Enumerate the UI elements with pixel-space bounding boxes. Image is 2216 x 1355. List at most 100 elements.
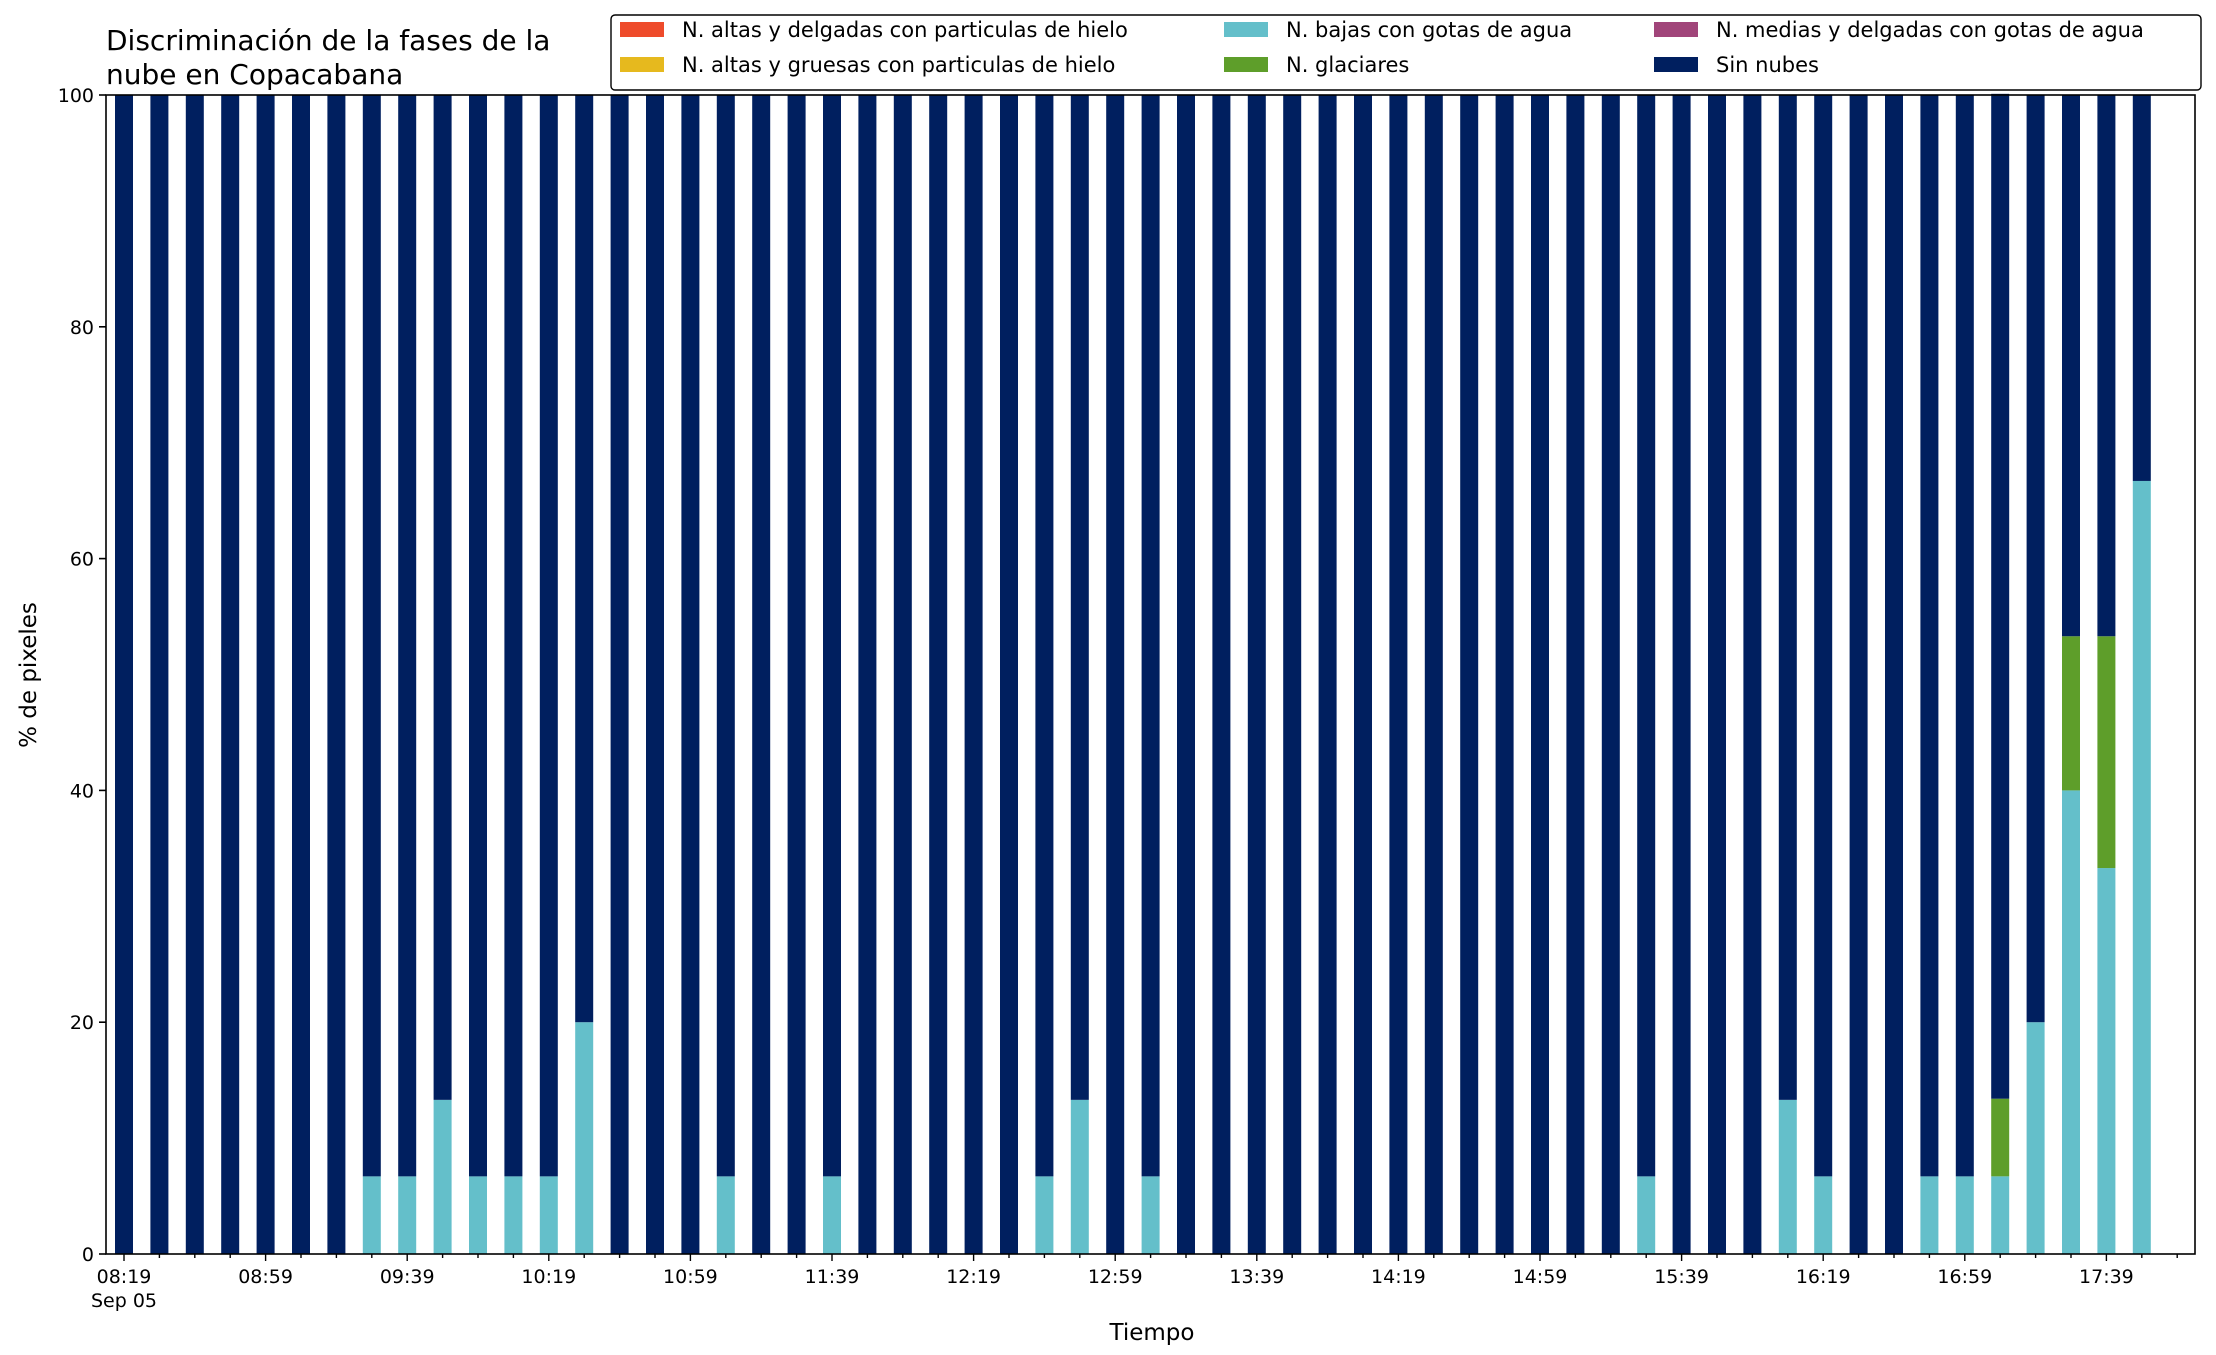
bars-group [115,93,2151,1254]
x-tick-label: 12:19 [946,1266,1001,1288]
bar-segment [1849,95,1868,1254]
legend-label: N. medias y delgadas con gotas de agua [1716,18,2144,42]
legend-swatch [1654,22,1698,37]
bar-segment [1141,95,1160,1177]
x-tick-label: 12:59 [1088,1266,1143,1288]
bar-segment [1920,1176,1939,1254]
bar-segment [2062,636,2080,791]
bar-segment [823,95,841,1177]
bar-segment [362,95,381,1177]
x-tick-label: 16:59 [1937,1266,1992,1288]
bar-segment [2132,95,2151,481]
bar-segment [1955,95,1974,1177]
bar-segment [1141,1176,1160,1254]
y-tick-label: 20 [70,1012,94,1034]
bar-segment [327,95,346,1254]
bar-segment [1778,95,1797,1100]
bar-segment [1637,1176,1656,1254]
bar-segment [1035,95,1054,1177]
legend-swatch [1224,22,1268,37]
bar-segment [893,95,912,1254]
x-tick-label: 13:39 [1229,1266,1284,1288]
bar-segment [1106,95,1125,1254]
bar-segment [1531,95,1549,1254]
bar-segment [1672,95,1691,1254]
bar-segment [929,95,948,1254]
bar-segment [1743,95,1762,1254]
y-axis: 0 20 40 60 80 100 [58,85,106,1266]
x-tick-label: 10:59 [663,1266,718,1288]
bar-segment [433,1099,452,1254]
x-axis-label: Tiempo [1109,1320,1195,1346]
bar-segment [1991,1176,2010,1254]
bar-segment [2097,868,2116,1254]
bar-segment [185,95,204,1254]
bar-segment [398,95,417,1177]
x-tick-label: 10:19 [521,1266,576,1288]
bar-segment [610,95,629,1254]
bar-segment [1354,95,1372,1254]
bar-segment [469,1176,487,1254]
bar-segment [575,1022,594,1254]
bar-segment [2097,95,2116,637]
legend: N. altas y delgadas con particulas de hi… [610,14,2202,91]
bar-segment [1920,95,1939,1177]
bar-segment [362,1176,381,1254]
bar-segment [575,95,594,1023]
bar-segment [1000,95,1018,1254]
x-tick-label: 14:59 [1513,1266,1568,1288]
chart-title-line-1: Discriminación de la fases de la [106,24,550,57]
legend-swatch [620,57,664,72]
x-tick-label: 16:19 [1796,1266,1851,1288]
bar-segment [1601,95,1620,1254]
bar-segment [1212,95,1231,1254]
x-tick-label: 11:39 [805,1266,860,1288]
bar-segment [1070,1099,1089,1254]
bar-segment [1283,95,1302,1254]
chart-title-line-2: nube en Copacabana [106,58,403,91]
legend-swatch [1224,57,1268,72]
legend-label: N. altas y gruesas con particulas de hie… [682,53,1115,77]
bar-segment [1424,95,1443,1254]
legend-swatch [1654,57,1698,72]
bar-segment [1955,1176,1974,1254]
x-tick-label: 17:39 [2079,1266,2134,1288]
bar-segment [539,95,558,1177]
x-tick-sublabel: Sep 05 [91,1290,157,1312]
bar-segment [256,95,275,1254]
bar-segment [2097,636,2116,869]
bar-segment [1991,1098,2010,1177]
bar-segment [752,95,771,1254]
bar-segment [1495,95,1514,1254]
bar-segment [1566,95,1585,1254]
bar-segment [1637,95,1656,1177]
bar-segment [504,95,523,1177]
bar-segment [681,95,700,1254]
bar-segment [2132,480,2151,1254]
bar-segment [1991,93,2010,1099]
bar-segment [787,95,806,1254]
y-tick-label: 0 [82,1244,94,1266]
bar-segment [1035,1176,1054,1254]
bar-segment [2062,95,2080,637]
bar-segment [150,95,169,1254]
bar-segment [1460,95,1479,1254]
bar-segment [1814,95,1833,1177]
bar-segment [1814,1176,1833,1254]
legend-label: N. glaciares [1286,53,1409,77]
x-tick-label: 08:59 [238,1266,293,1288]
bar-segment [1070,95,1089,1100]
bar-segment [469,95,487,1177]
legend-label: N. altas y delgadas con particulas de hi… [682,18,1128,42]
x-tick-label: 08:19 [97,1266,152,1288]
bar-segment [1708,95,1726,1254]
bar-segment [2062,790,2080,1254]
bar-segment [433,95,452,1100]
bar-segment [292,95,310,1254]
bar-segment [823,1176,841,1254]
y-tick-label: 80 [70,317,94,339]
bar-segment [2026,95,2045,1023]
bar-segment [964,95,983,1254]
y-tick-label: 60 [70,549,94,571]
